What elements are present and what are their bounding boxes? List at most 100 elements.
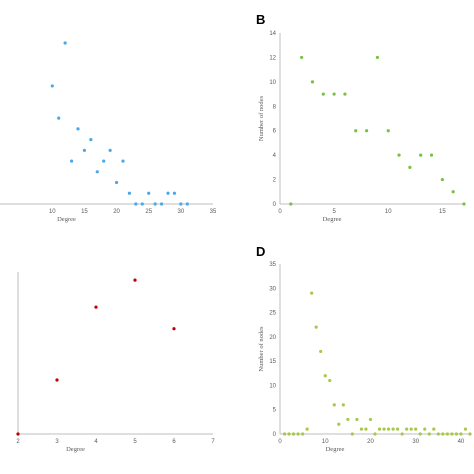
- data-point: [57, 116, 61, 120]
- x-axis-title: Degree: [66, 446, 85, 453]
- x-axis-title: Degree: [323, 216, 342, 223]
- data-point: [375, 55, 380, 60]
- data-point: [289, 202, 293, 206]
- data-point: [432, 427, 436, 431]
- data-point: [321, 92, 325, 96]
- y-tick-label: 10: [269, 383, 276, 389]
- data-point: [127, 191, 132, 195]
- data-point: [310, 80, 315, 84]
- data-point: [134, 202, 138, 206]
- x-axis-title: Degree: [57, 216, 76, 223]
- data-point: [76, 127, 80, 131]
- data-point: [373, 432, 377, 436]
- y-tick-label: 35: [269, 262, 276, 268]
- y-tick-label: 8: [273, 104, 277, 110]
- y-tick-label: 15: [269, 359, 276, 365]
- data-point: [301, 432, 305, 436]
- data-point: [166, 191, 170, 195]
- data-point: [419, 153, 423, 157]
- y-tick-label: 6: [273, 129, 277, 135]
- data-point: [282, 432, 287, 436]
- data-point: [121, 159, 125, 163]
- x-tick-label: 3: [55, 439, 59, 445]
- y-tick-label: 25: [269, 311, 276, 317]
- chart-panel-3: 2 3 4 5 6 7 Degree: [16, 272, 215, 453]
- data-point: [359, 427, 364, 431]
- data-point: [429, 153, 434, 157]
- data-point: [300, 55, 304, 60]
- x-tick-label: 4: [94, 439, 98, 445]
- chart-panel-4: D 0 10 20 30 40 0 5 10 15 20 25 30 35 Degree Number of …: [256, 244, 472, 453]
- data-point: [185, 202, 189, 206]
- y-tick-label: 0: [273, 432, 277, 438]
- data-point: [50, 84, 54, 88]
- data-point: [159, 202, 164, 206]
- y-axis-title: Number of nodes: [258, 326, 265, 372]
- x-tick-label: 0: [278, 439, 282, 445]
- x-tick-label: 15: [81, 209, 88, 215]
- x-tick-label: 40: [458, 439, 465, 445]
- data-point: [454, 432, 459, 436]
- x-tick-label: 20: [367, 439, 374, 445]
- data-point: [133, 278, 137, 282]
- x-tick-label: 30: [178, 209, 185, 215]
- data-point: [314, 325, 318, 329]
- y-axis-title: Number of nodes: [258, 95, 265, 141]
- data-point: [305, 427, 309, 431]
- data-point: [114, 180, 119, 185]
- data-point: [55, 378, 59, 382]
- data-point: [291, 432, 296, 436]
- data-point: [386, 427, 391, 431]
- data-point: [323, 374, 327, 378]
- data-point: [89, 138, 93, 142]
- x-tick-label: 20: [113, 209, 120, 215]
- x-tick-label: 7: [211, 439, 215, 445]
- data-point: [350, 432, 354, 436]
- data-point: [364, 427, 368, 431]
- y-tick-label: 30: [269, 286, 276, 292]
- data-point: [310, 291, 314, 295]
- y-tick-label: 5: [273, 408, 277, 414]
- chart-panel-2: B 0 5 10 15 0 2 4 6 8 10 12 14 Degree Number of nodes: [256, 12, 466, 223]
- data-point: [346, 417, 350, 422]
- data-point: [391, 427, 395, 431]
- x-tick-label: 35: [210, 209, 217, 215]
- data-point: [451, 190, 455, 194]
- data-point: [69, 159, 74, 163]
- data-point: [396, 427, 400, 431]
- y-tick-label: 0: [273, 202, 277, 208]
- x-tick-label: 2: [16, 439, 20, 445]
- y-tick-label: 2: [273, 178, 277, 184]
- x-tick-label: 30: [412, 439, 419, 445]
- data-point: [462, 202, 466, 206]
- x-tick-label: 10: [385, 209, 392, 215]
- x-tick-label: 15: [439, 209, 446, 215]
- y-tick-label: 14: [269, 31, 276, 37]
- data-point: [414, 427, 418, 431]
- data-point: [179, 202, 183, 206]
- data-point: [337, 422, 341, 426]
- data-point: [172, 191, 177, 195]
- data-point: [463, 427, 468, 431]
- y-tick-label: 20: [269, 335, 276, 341]
- data-point: [368, 417, 373, 422]
- data-point: [355, 417, 359, 422]
- data-point: [343, 92, 347, 96]
- data-point: [364, 129, 369, 133]
- y-tick-label: 4: [273, 153, 277, 159]
- chart-panel-1: 10 15 20 25 30 35 Degree: [0, 41, 217, 223]
- data-point: [427, 432, 431, 436]
- data-point: [400, 432, 404, 436]
- x-tick-label: 0: [278, 209, 282, 215]
- data-point: [468, 432, 472, 436]
- data-point: [445, 432, 449, 436]
- x-tick-label: 5: [133, 439, 137, 445]
- data-point: [459, 432, 463, 436]
- data-point: [450, 432, 454, 436]
- data-point: [147, 191, 151, 195]
- data-point: [332, 92, 336, 96]
- data-point: [102, 159, 106, 163]
- x-tick-label: 10: [49, 209, 56, 215]
- data-point: [386, 129, 390, 133]
